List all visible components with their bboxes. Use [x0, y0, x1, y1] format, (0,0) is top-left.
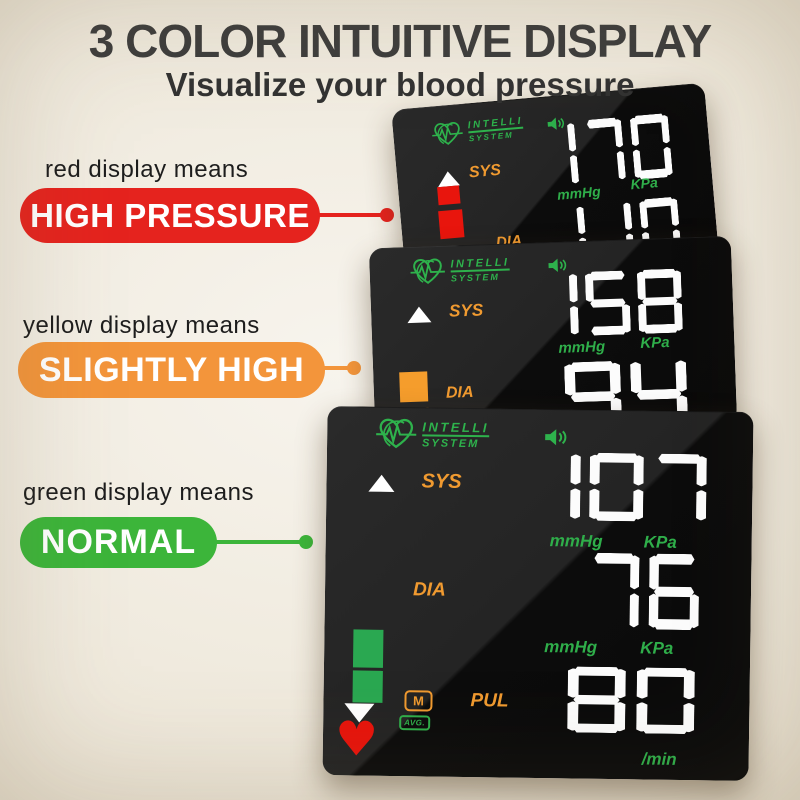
- brand-text: INTELLI SYSTEM: [467, 116, 525, 144]
- brand-text: INTELLI SYSTEM: [422, 419, 489, 450]
- level-bar-segment: [352, 629, 384, 668]
- leader-dot: [347, 361, 361, 375]
- average-badge-text: AVG.: [404, 718, 426, 728]
- badge-normal: NORMAL: [20, 517, 217, 568]
- brand-logo: INTELLI SYSTEM: [409, 253, 511, 286]
- pul-reading: [567, 666, 695, 734]
- sys-reading: [533, 269, 683, 338]
- up-arrow-icon: [436, 167, 460, 188]
- level-bar-segment: [438, 209, 465, 240]
- brand-line2: SYSTEM: [450, 267, 511, 284]
- heart-ecg-logo-icon: [376, 418, 417, 449]
- header: 3 COLOR INTUITIVE DISPLAY Visualize your…: [0, 18, 800, 104]
- brand-line1: INTELLI: [422, 418, 490, 435]
- callout-label-green: green display means: [23, 479, 254, 506]
- badge-slightly-high-text: SLIGHTLY HIGH: [38, 350, 305, 389]
- dia-label: DIA: [412, 579, 446, 601]
- sys-label: SYS: [468, 161, 502, 182]
- display-slightly-high: INTELLI SYSTEM SYS mmHg KPa DIA: [368, 235, 738, 436]
- average-badge: AVG.: [399, 715, 431, 731]
- speaker-icon: [545, 429, 567, 446]
- leader-line: [320, 366, 354, 370]
- speaker-icon: [548, 258, 567, 272]
- sys-label: SYS: [421, 470, 462, 493]
- brand-text: INTELLI SYSTEM: [450, 256, 511, 284]
- brand-logo: INTELLI SYSTEM: [375, 416, 489, 453]
- brand-logo: INTELLI SYSTEM: [430, 114, 525, 149]
- mmhg-label: mmHg: [556, 183, 602, 203]
- level-bar-segment: [437, 185, 461, 206]
- memory-badge-text: M: [412, 693, 425, 709]
- leader-dot: [380, 208, 394, 222]
- display-high-pressure: INTELLI SYSTEM SYS mmHg KPa DIA: [391, 82, 719, 281]
- badge-normal-text: NORMAL: [40, 523, 197, 561]
- mmhg-label: mmHg: [549, 531, 603, 551]
- page-subtitle: Visualize your blood pressure: [165, 66, 635, 103]
- up-arrow-icon: [406, 303, 432, 324]
- level-bar-segment: [352, 670, 383, 703]
- leader-line: [315, 213, 387, 217]
- heart-ecg-logo-icon: [432, 121, 463, 145]
- dia-label: DIA: [445, 383, 474, 402]
- leader-line: [213, 540, 305, 544]
- kpa-label: KPa: [640, 333, 670, 352]
- memory-badge: M: [404, 690, 433, 712]
- sys-label: SYS: [448, 300, 484, 321]
- level-bar-segment: [399, 371, 429, 403]
- dia-reading: [589, 553, 700, 631]
- page-title: 3 COLOR INTUITIVE DISPLAY: [88, 15, 713, 67]
- heartbeat-icon: ♥: [334, 711, 379, 768]
- leader-dot: [299, 535, 313, 549]
- kpa-label: KPa: [643, 532, 677, 552]
- sys-reading: [526, 452, 707, 523]
- badge-slightly-high: SLIGHTLY HIGH: [18, 342, 325, 398]
- brand-line2: SYSTEM: [422, 433, 489, 450]
- callout-label-red: red display means: [45, 156, 249, 183]
- badge-high-pressure-text: HIGH PRESSURE: [30, 196, 310, 234]
- mmhg-label: mmHg: [558, 338, 606, 357]
- badge-high-pressure: HIGH PRESSURE: [20, 188, 320, 243]
- kpa-label: KPa: [629, 174, 659, 193]
- up-arrow-icon: [368, 471, 395, 492]
- heart-ecg-logo-icon: [410, 258, 445, 284]
- per-min-label: /min: [641, 749, 677, 769]
- mmhg-label: mmHg: [544, 637, 598, 657]
- display-normal: INTELLI SYSTEM SYS mmHg KPa DIA mmHg KPa…: [322, 406, 754, 781]
- kpa-label: KPa: [640, 638, 674, 658]
- callout-label-yellow: yellow display means: [23, 312, 260, 339]
- speaker-icon: [547, 117, 565, 130]
- pul-label: PUL: [470, 690, 509, 712]
